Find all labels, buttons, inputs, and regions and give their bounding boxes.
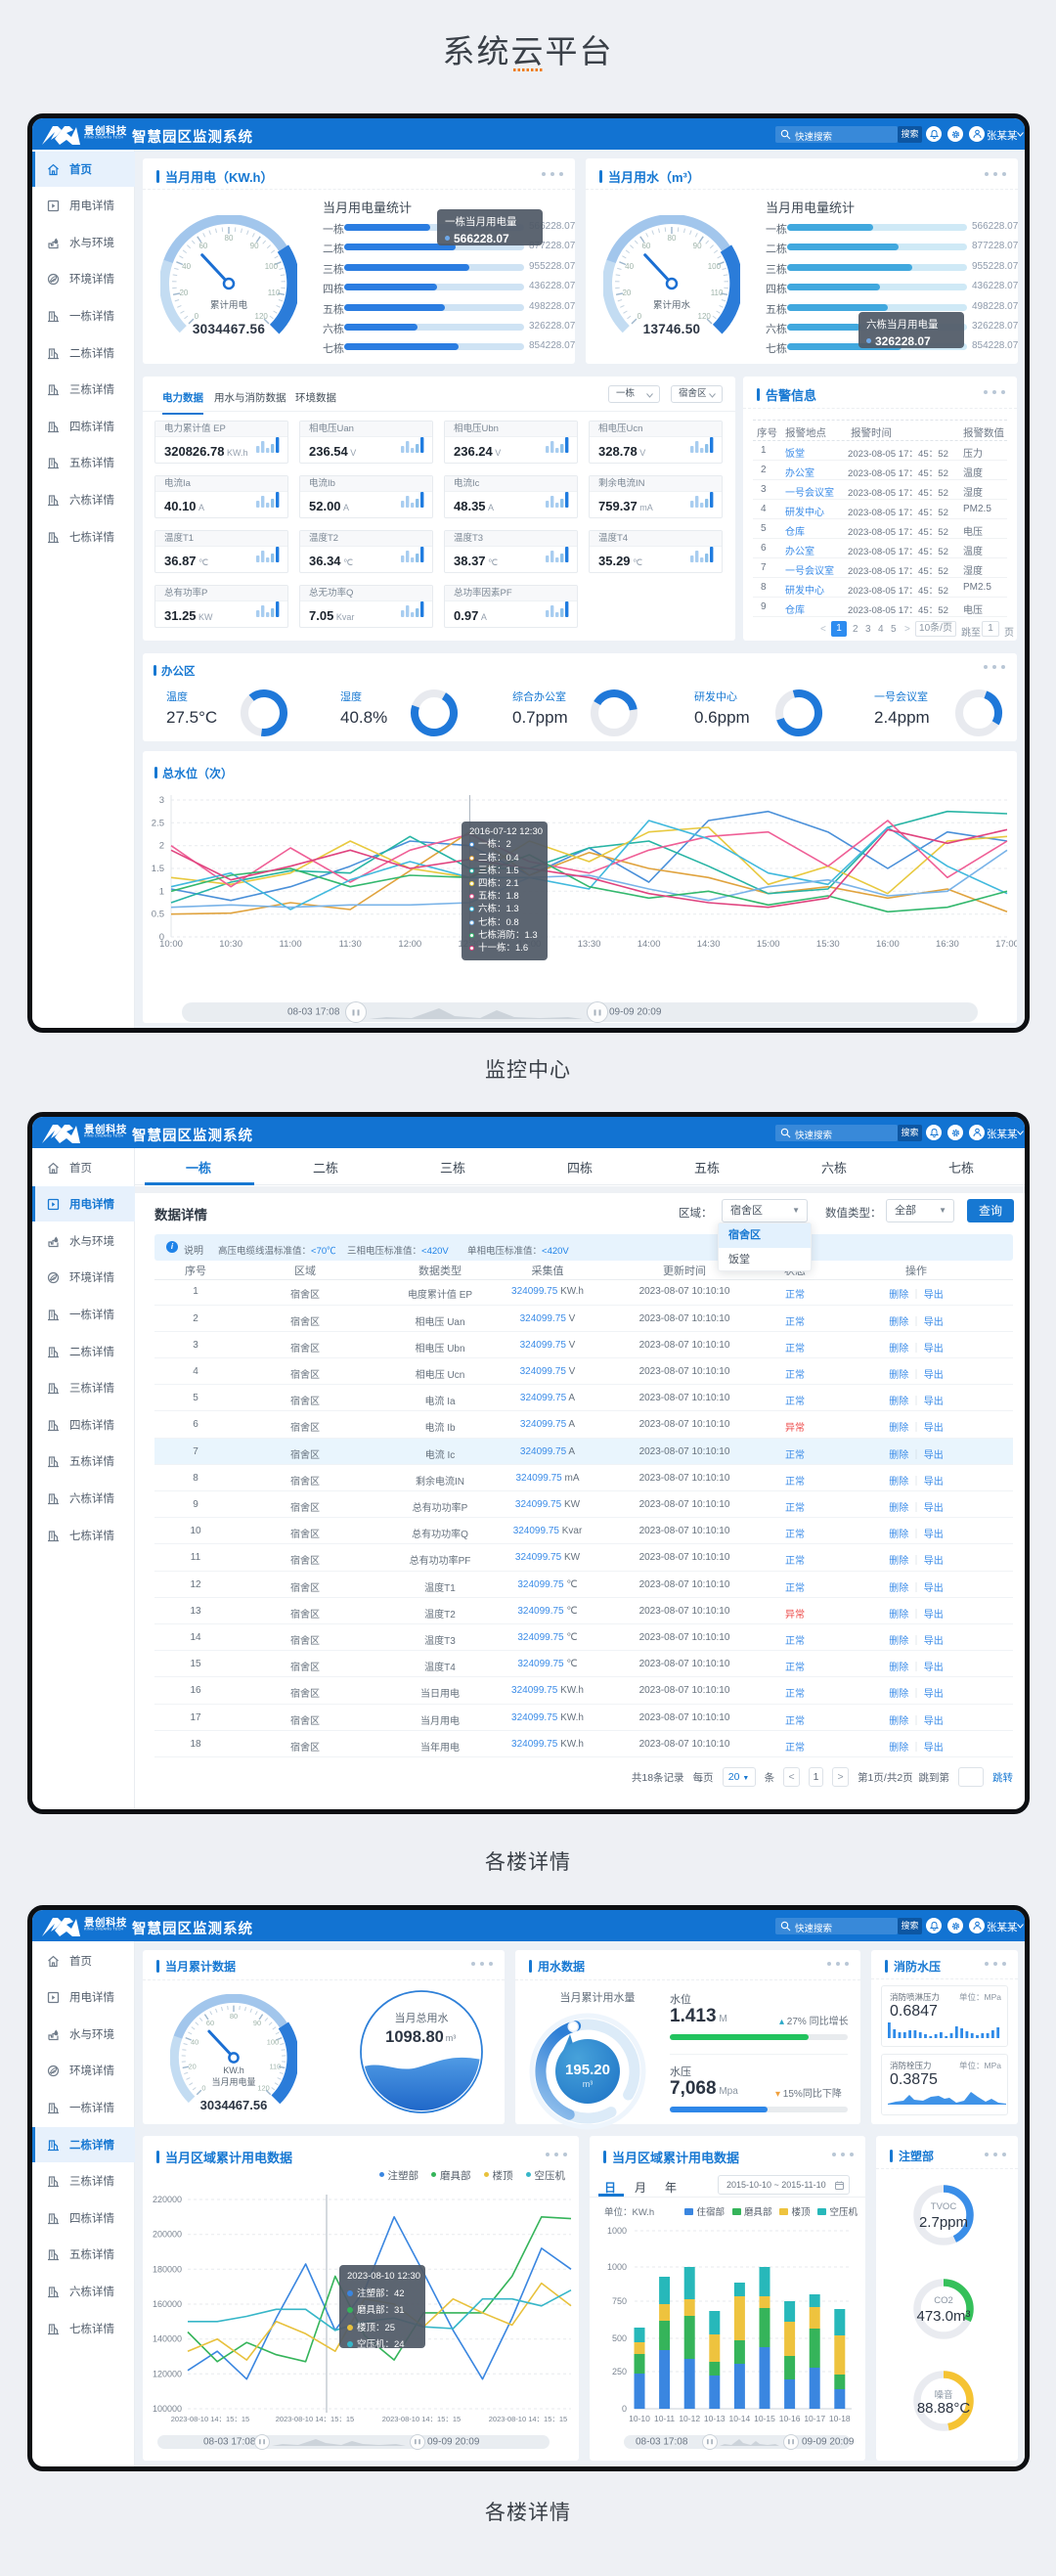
svg-text:15:30: 15:30 (816, 939, 840, 950)
svg-text:40: 40 (182, 262, 191, 271)
svg-text:1098.80: 1098.80 (385, 2028, 444, 2046)
svg-text:1000: 1000 (607, 2262, 627, 2272)
svg-text:10-13: 10-13 (704, 2414, 726, 2423)
svg-text:60: 60 (206, 2019, 214, 2027)
svg-text:1.5: 1.5 (152, 864, 164, 874)
svg-text:当月总用水: 当月总用水 (395, 2011, 449, 2024)
svg-text:120: 120 (698, 312, 712, 321)
svg-text:100: 100 (265, 262, 279, 271)
svg-text:20: 20 (188, 2062, 196, 2070)
svg-text:2023-08-10 14：15：15: 2023-08-10 14：15：15 (171, 2415, 249, 2423)
svg-text:0: 0 (622, 2404, 627, 2414)
svg-text:80: 80 (225, 234, 234, 243)
svg-text:0: 0 (195, 312, 199, 321)
svg-text:80: 80 (668, 234, 677, 243)
svg-text:195.20: 195.20 (565, 2062, 610, 2078)
svg-text:14:00: 14:00 (638, 939, 661, 950)
svg-text:20: 20 (179, 289, 188, 297)
svg-text:500: 500 (612, 2333, 627, 2343)
svg-text:11:30: 11:30 (339, 939, 362, 950)
svg-text:140000: 140000 (153, 2334, 182, 2344)
svg-text:160000: 160000 (153, 2299, 182, 2309)
svg-text:100: 100 (708, 262, 722, 271)
svg-text:120: 120 (255, 312, 269, 321)
svg-text:0.5: 0.5 (152, 910, 164, 920)
svg-text:250: 250 (612, 2367, 627, 2376)
svg-text:60: 60 (641, 242, 650, 250)
svg-text:12:00: 12:00 (398, 939, 421, 950)
svg-text:60: 60 (198, 242, 207, 250)
svg-text:14:30: 14:30 (697, 939, 721, 950)
svg-text:90: 90 (253, 2019, 261, 2027)
svg-text:40: 40 (625, 262, 634, 271)
svg-text:10-15: 10-15 (754, 2414, 775, 2423)
svg-text:KW.h: KW.h (223, 2065, 244, 2075)
svg-text:80: 80 (230, 2012, 238, 2021)
svg-text:17:00: 17:00 (995, 939, 1017, 950)
svg-text:100: 100 (267, 2038, 279, 2047)
svg-text:220000: 220000 (153, 2195, 182, 2204)
svg-text:10-18: 10-18 (829, 2414, 851, 2423)
svg-text:16:30: 16:30 (936, 939, 959, 950)
svg-text:750: 750 (612, 2296, 627, 2306)
svg-text:11:00: 11:00 (280, 939, 302, 950)
svg-text:20: 20 (622, 289, 631, 297)
svg-text:90: 90 (250, 242, 259, 250)
svg-text:110: 110 (711, 289, 724, 297)
svg-text:120: 120 (257, 2084, 269, 2093)
svg-text:3: 3 (159, 795, 164, 806)
svg-text:2023-08-10 14：15：15: 2023-08-10 14：15：15 (382, 2415, 461, 2423)
svg-text:40: 40 (191, 2038, 198, 2047)
svg-text:1000: 1000 (607, 2226, 627, 2236)
svg-text:0: 0 (201, 2084, 205, 2093)
svg-text:110: 110 (270, 2062, 282, 2070)
svg-text:200000: 200000 (153, 2230, 182, 2240)
svg-text:120000: 120000 (153, 2369, 182, 2378)
svg-text:180000: 180000 (153, 2264, 182, 2274)
svg-text:0: 0 (638, 312, 642, 321)
svg-text:1: 1 (159, 886, 164, 897)
svg-text:13:30: 13:30 (578, 939, 601, 950)
svg-text:累计用水: 累计用水 (653, 299, 691, 311)
svg-text:累计用电: 累计用电 (210, 299, 248, 311)
svg-text:10-12: 10-12 (679, 2414, 700, 2423)
svg-text:10-14: 10-14 (729, 2414, 751, 2423)
svg-text:m³: m³ (583, 2079, 594, 2089)
svg-text:10-16: 10-16 (779, 2414, 801, 2423)
svg-text:16:00: 16:00 (876, 939, 900, 950)
svg-text:15:00: 15:00 (757, 939, 780, 950)
svg-text:10:00: 10:00 (159, 939, 183, 950)
svg-text:0: 0 (159, 932, 164, 943)
svg-text:2023-08-10 14：15：15: 2023-08-10 14：15：15 (489, 2415, 567, 2423)
svg-text:10-11: 10-11 (654, 2414, 675, 2423)
svg-text:当月用电量: 当月用电量 (211, 2076, 255, 2087)
svg-text:90: 90 (693, 242, 702, 250)
svg-text:100000: 100000 (153, 2404, 182, 2414)
svg-text:m³: m³ (446, 2033, 457, 2043)
svg-text:10:30: 10:30 (219, 939, 242, 950)
svg-text:110: 110 (268, 289, 281, 297)
svg-text:2023-08-10 14：15：15: 2023-08-10 14：15：15 (276, 2415, 354, 2423)
svg-text:2: 2 (159, 841, 164, 852)
svg-text:10-17: 10-17 (804, 2414, 825, 2423)
svg-text:2.5: 2.5 (152, 818, 164, 828)
svg-text:10-10: 10-10 (629, 2414, 650, 2423)
